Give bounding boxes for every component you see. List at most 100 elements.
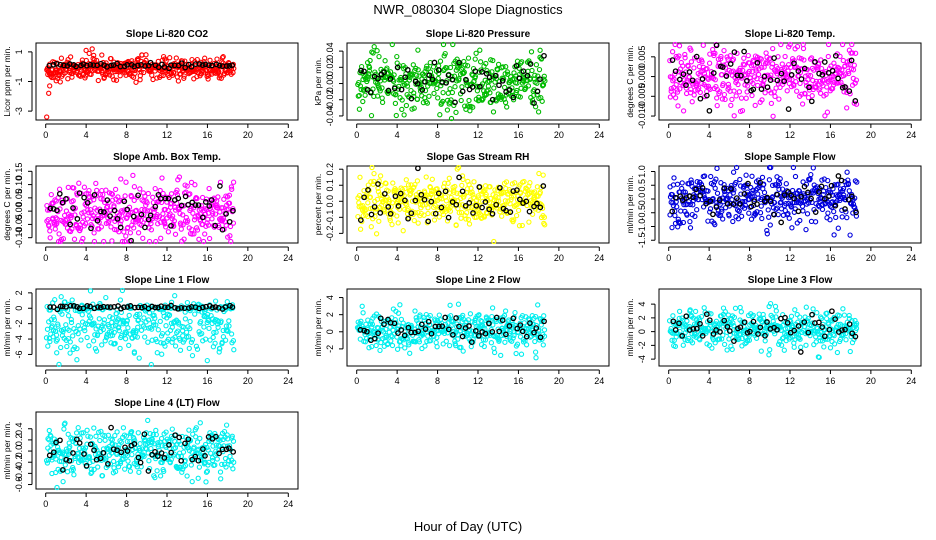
- y-tick-label: 2: [325, 312, 335, 317]
- reference-point: [795, 68, 802, 74]
- data-point: [118, 176, 124, 182]
- reference-point: [398, 86, 405, 93]
- reference-point: [398, 327, 405, 333]
- data-point: [768, 72, 774, 78]
- data-point: [411, 90, 417, 96]
- data-point: [735, 81, 741, 88]
- x-tick-label: 4: [84, 376, 89, 386]
- x-tick-label: 4: [707, 253, 712, 263]
- data-point: [371, 44, 377, 50]
- reference-point: [358, 67, 364, 74]
- reference-point: [195, 202, 202, 208]
- data-point: [676, 43, 683, 49]
- data-point: [218, 476, 224, 482]
- reference-point: [88, 225, 94, 232]
- data-point-outlier: [83, 47, 89, 54]
- reference-point: [492, 72, 499, 79]
- data-point: [782, 207, 788, 214]
- data-point: [726, 213, 732, 219]
- data-point: [463, 216, 469, 222]
- data-point: [376, 218, 382, 224]
- data-point: [738, 191, 744, 197]
- data-point: [415, 47, 421, 53]
- data-point: [691, 65, 697, 71]
- reference-point: [418, 321, 425, 328]
- data-point: [162, 206, 168, 213]
- data-point: [694, 179, 700, 185]
- reference-point: [368, 211, 375, 218]
- data-point: [834, 349, 841, 356]
- reference-point: [142, 63, 148, 69]
- reference-point: [168, 62, 174, 69]
- data-point: [791, 58, 797, 64]
- data-point: [193, 194, 199, 201]
- data-point: [526, 60, 533, 66]
- reference-point: [848, 57, 855, 64]
- data-point: [70, 333, 76, 339]
- y-tick-label: -2: [325, 345, 335, 353]
- data-point: [477, 59, 484, 65]
- reference-point: [812, 209, 819, 215]
- data-point: [103, 294, 109, 301]
- data-point: [688, 47, 694, 53]
- data-point: [398, 343, 404, 349]
- reference-point: [147, 59, 154, 66]
- x-tick-label: 0: [43, 499, 48, 509]
- reference-point: [94, 304, 101, 310]
- data-point: [714, 190, 721, 196]
- reference-point: [761, 73, 768, 80]
- data-point: [696, 57, 702, 64]
- y-axis-label: percent per min.: [313, 174, 323, 235]
- data-point: [411, 105, 417, 111]
- x-tick-label: 8: [124, 130, 129, 140]
- y-tick-label: 0.005: [637, 46, 647, 69]
- reference-point: [526, 208, 533, 215]
- data-point: [687, 218, 693, 225]
- reference-point: [401, 332, 408, 339]
- reference-point: [731, 49, 738, 55]
- reference-point: [124, 206, 131, 213]
- reference-point: [706, 107, 713, 114]
- data-point: [159, 175, 165, 181]
- data-point: [445, 90, 451, 96]
- data-point: [198, 318, 204, 325]
- data-point: [541, 313, 547, 319]
- y-tick-label: 0.0: [325, 195, 335, 208]
- reference-point: [537, 334, 544, 341]
- x-tick-label: 4: [707, 130, 712, 140]
- reference-point: [117, 224, 124, 231]
- data-point: [394, 346, 401, 352]
- data-point: [453, 109, 459, 116]
- data-point: [362, 339, 369, 345]
- data-point: [109, 315, 116, 321]
- reference-point: [381, 69, 387, 76]
- data-point: [175, 328, 181, 334]
- data-point: [697, 89, 703, 96]
- data-point: [668, 88, 674, 94]
- reference-point: [377, 315, 384, 322]
- reference-point: [791, 195, 797, 202]
- data-point: [157, 473, 164, 479]
- data-point: [79, 238, 85, 245]
- data-point: [519, 222, 525, 229]
- data-point: [369, 321, 376, 327]
- reference-point: [172, 304, 178, 311]
- data-point: [194, 195, 200, 202]
- data-point: [136, 355, 142, 361]
- reference-point: [497, 184, 503, 191]
- data-point: [62, 70, 68, 76]
- x-tick-label: 4: [84, 253, 89, 263]
- data-point: [72, 212, 78, 218]
- data-point: [672, 343, 679, 350]
- data-point: [714, 165, 720, 172]
- reference-point: [683, 82, 689, 89]
- data-point: [793, 79, 799, 85]
- data-point: [687, 307, 693, 313]
- data-point: [408, 87, 414, 94]
- data-point: [691, 92, 697, 98]
- reference-point: [408, 95, 415, 102]
- data-point: [839, 41, 846, 48]
- reference-point: [462, 202, 469, 209]
- reference-point: [130, 213, 137, 220]
- data-point: [719, 208, 725, 214]
